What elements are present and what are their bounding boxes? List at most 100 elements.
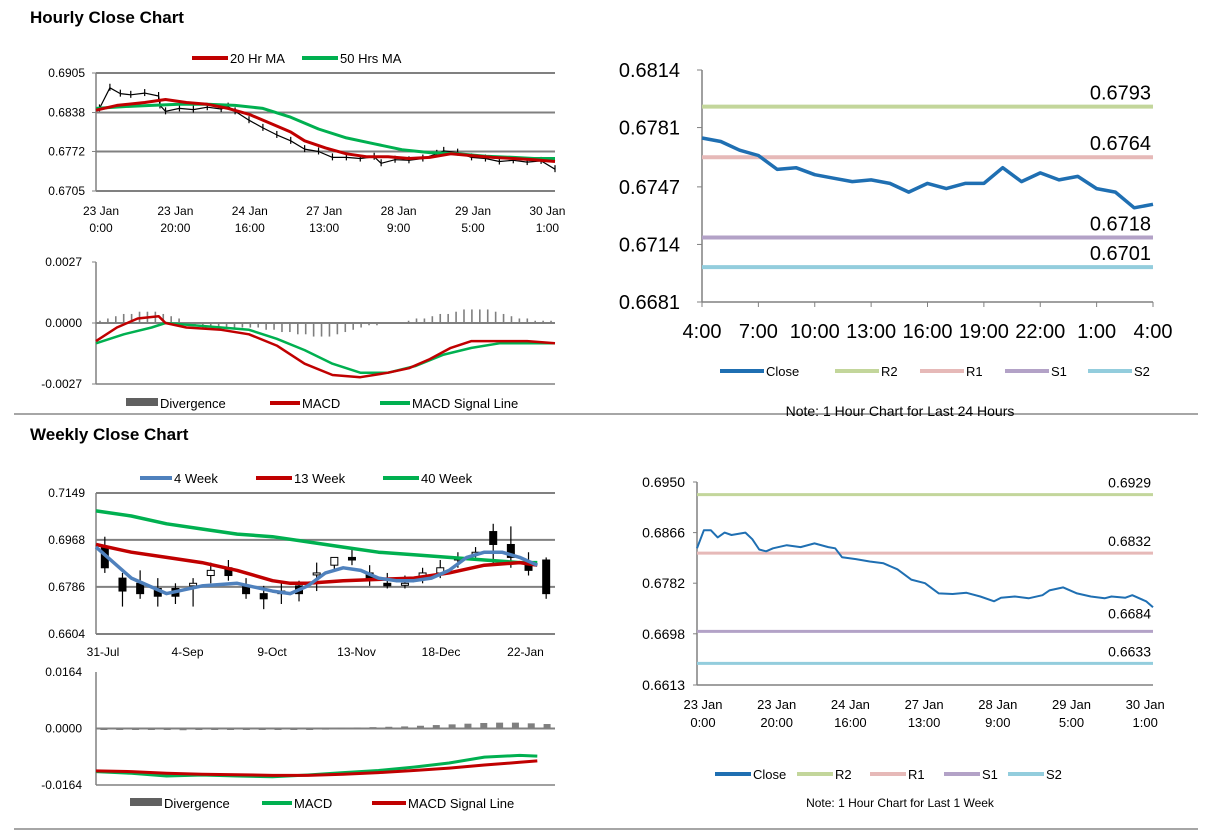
y-tick-label: 0.6838 xyxy=(48,106,85,120)
hourly-section-title: Hourly Close Chart xyxy=(30,8,184,27)
weekly-section-title: Weekly Close Chart xyxy=(30,425,189,444)
divergence-bar xyxy=(464,723,472,729)
legend-divergence-swatch xyxy=(130,798,162,806)
x-tick-label: 16:00 xyxy=(235,221,265,235)
ma20-line xyxy=(95,98,556,163)
x-tick-label: 0:00 xyxy=(89,221,113,235)
x-tick-label: 23 Jan xyxy=(757,697,796,712)
chart-note: Note: 1 Hour Chart for Last 24 Hours xyxy=(786,403,1015,419)
y-tick-label: 0.6866 xyxy=(642,525,685,541)
divergence-bar xyxy=(432,725,440,729)
divergence-bar xyxy=(274,728,282,730)
candle-body xyxy=(400,582,409,586)
y-tick-label: 0.6698 xyxy=(642,626,685,642)
x-tick-label: 1:00 xyxy=(536,221,560,235)
level-label-r2: 0.6793 xyxy=(1090,83,1151,105)
macd-line xyxy=(95,314,556,379)
x-tick-label: 27 Jan xyxy=(905,697,944,712)
x-tick-label: 4:00 xyxy=(683,321,722,343)
y-tick-label: 0.6814 xyxy=(619,60,680,82)
legend-50hrs-ma-label: 50 Hrs MA xyxy=(340,51,402,66)
y-tick-label: -0.0164 xyxy=(41,778,82,792)
level-label-r1: 0.6832 xyxy=(1108,533,1151,549)
divergence-bar xyxy=(511,722,519,729)
y-tick-label: 0.6782 xyxy=(642,575,685,591)
level-label-s1: 0.6718 xyxy=(1090,213,1151,235)
x-tick-label: 13:00 xyxy=(908,715,941,730)
legend-macd-label: MACD xyxy=(302,396,340,411)
x-tick-label: 0:00 xyxy=(690,715,715,730)
x-tick-label: 10:00 xyxy=(790,321,840,343)
divergence-bar xyxy=(337,727,345,730)
level-label-r1: 0.6764 xyxy=(1090,133,1151,155)
divergence-bar xyxy=(290,728,298,730)
level-label-s2: 0.6701 xyxy=(1090,243,1151,265)
divergence-bar xyxy=(496,722,504,729)
legend-macd-label: MACD xyxy=(294,796,332,811)
x-tick-label: 28 Jan xyxy=(381,204,417,218)
x-tick-label: 9-Oct xyxy=(257,645,287,659)
legend-r1-label: R1 xyxy=(966,364,983,379)
level-label-s1: 0.6684 xyxy=(1108,605,1151,621)
legend-signal-label: MACD Signal Line xyxy=(408,796,514,811)
signal-line xyxy=(95,321,555,374)
section-divider xyxy=(14,413,1198,415)
divergence-bar xyxy=(448,724,456,729)
y-tick-label: 0.6950 xyxy=(642,474,685,490)
legend-s1-label: S1 xyxy=(1051,364,1067,379)
legend-s2-label: S2 xyxy=(1046,767,1062,782)
ma40-line xyxy=(95,509,538,565)
legend-r2-label: R2 xyxy=(881,364,898,379)
level-label-r2: 0.6929 xyxy=(1108,475,1151,491)
candle-body xyxy=(489,531,498,545)
divergence-bar xyxy=(416,725,424,729)
y-tick-label: 0.0164 xyxy=(45,665,82,679)
ma4-line xyxy=(94,545,539,596)
divergence-bar xyxy=(163,728,171,730)
x-tick-label: 13:00 xyxy=(309,221,339,235)
candle-body xyxy=(506,543,515,558)
x-tick-label: 28 Jan xyxy=(978,697,1017,712)
close-line xyxy=(696,529,1154,609)
x-tick-label: 19:00 xyxy=(959,321,1009,343)
candle-body xyxy=(330,556,339,566)
y-tick-label: 0.6968 xyxy=(48,533,85,547)
divergence-bar xyxy=(306,728,314,730)
x-tick-label: 29 Jan xyxy=(455,204,491,218)
divergence-bar xyxy=(322,728,329,730)
divergence-bar xyxy=(401,726,409,729)
divergence-bar xyxy=(527,723,535,729)
y-tick-label: 0.0000 xyxy=(45,316,82,330)
x-tick-label: 4-Sep xyxy=(171,645,203,659)
y-tick-label: 0.6681 xyxy=(619,292,680,314)
divergence-bar xyxy=(100,728,108,730)
y-tick-label: 0.6714 xyxy=(619,234,680,256)
divergence-bar xyxy=(258,728,266,730)
divergence-bar xyxy=(116,728,124,730)
divergence-bar xyxy=(132,728,140,730)
divergence-bar xyxy=(385,726,393,729)
candle-body xyxy=(259,593,268,600)
divergence-bar xyxy=(179,728,187,731)
legend-close-label: Close xyxy=(753,767,786,782)
x-tick-label: 29 Jan xyxy=(1052,697,1091,712)
close-line xyxy=(701,136,1154,210)
y-tick-label: 0.6613 xyxy=(642,677,685,693)
x-tick-label: 13:00 xyxy=(846,321,896,343)
divergence-bar xyxy=(242,728,250,730)
candle-body xyxy=(206,569,215,577)
divergence-bar xyxy=(147,728,155,730)
legend-s1-label: S1 xyxy=(982,767,998,782)
legend-close-label: Close xyxy=(766,364,799,379)
divergence-bar xyxy=(227,728,235,730)
x-tick-label: 23 Jan xyxy=(683,697,722,712)
x-tick-label: 9:00 xyxy=(985,715,1010,730)
candle-body xyxy=(383,582,392,587)
legend-divergence-label: Divergence xyxy=(160,396,226,411)
y-tick-label: 0.6781 xyxy=(619,118,680,140)
x-tick-label: 22:00 xyxy=(1015,321,1065,343)
candle-body xyxy=(347,556,356,561)
legend-20hr-ma-label: 20 Hr MA xyxy=(230,51,285,66)
legend-divergence-swatch xyxy=(126,398,158,406)
candle-body xyxy=(118,577,127,592)
